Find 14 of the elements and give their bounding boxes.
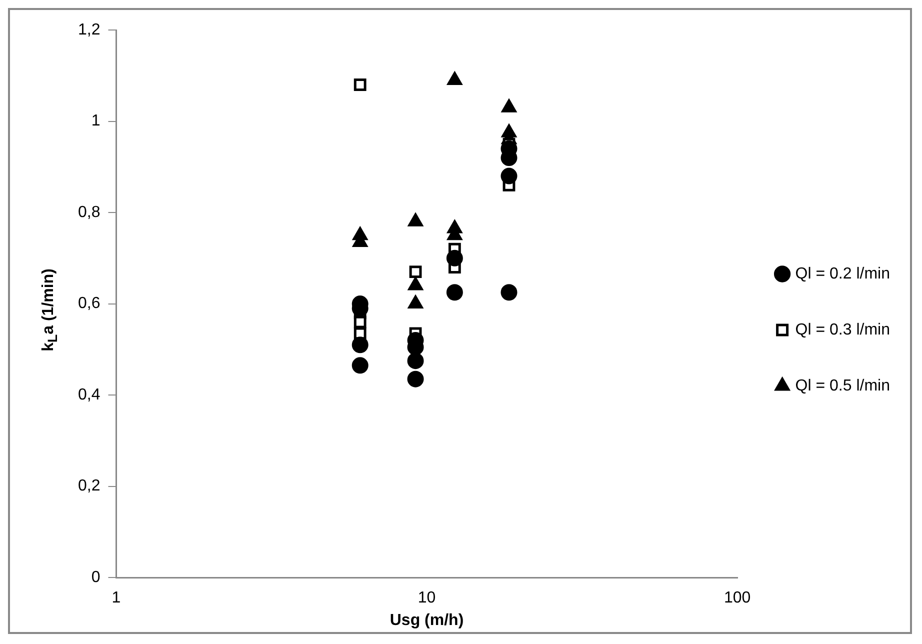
x-tick-label: 100 [724, 590, 751, 607]
x-axis-title: Usg (m/h) [390, 612, 464, 629]
y-tick-label: 0 [91, 569, 100, 586]
y-tick-label: 0,2 [78, 478, 100, 495]
legend-label: Ql = 0.2 l/min [795, 265, 890, 282]
y-tick-label: 1 [91, 112, 100, 130]
legend-label: Ql = 0.5 l/min [795, 377, 890, 394]
legend-label: Ql = 0.3 l/min [795, 321, 890, 338]
y-tick-label: 1,2 [78, 21, 100, 38]
x-tick-label: 1 [112, 590, 121, 607]
y-tick-label: 0,8 [78, 204, 100, 221]
y-tick-label: 0,6 [78, 295, 100, 312]
y-tick-label: 0,4 [78, 386, 100, 404]
x-tick-label: 10 [418, 590, 436, 607]
